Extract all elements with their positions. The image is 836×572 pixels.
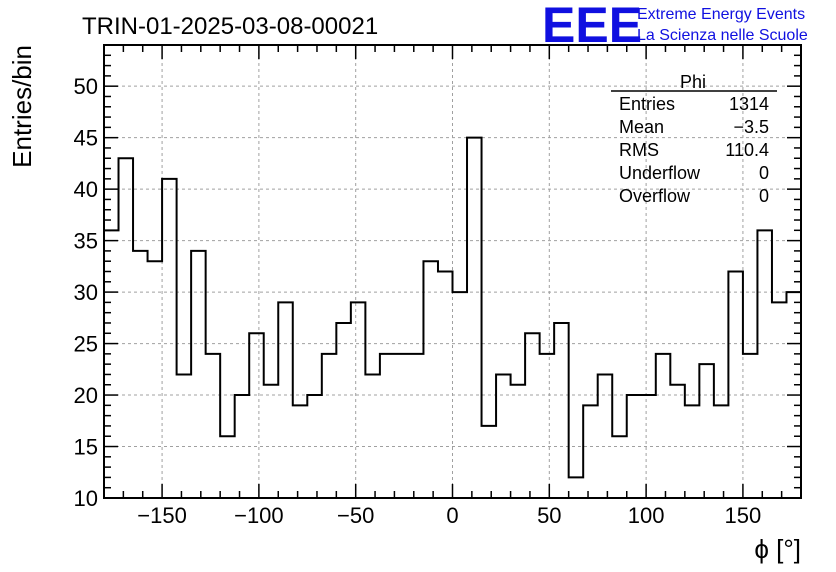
histogram-bin xyxy=(496,374,511,498)
histogram-bin xyxy=(322,354,337,498)
histogram-bin xyxy=(278,302,293,498)
stats-row-value: −3.5 xyxy=(733,117,769,137)
histogram-bin xyxy=(380,354,395,498)
stats-box: Phi Entries 1314 Mean −3.5 RMS 110.4 Underflow… xyxy=(611,72,777,206)
histogram-bin xyxy=(148,261,163,498)
y-tick-label: 25 xyxy=(74,332,98,357)
histogram-bin xyxy=(467,138,482,498)
logo-line-2: La Scienza nelle Scuole xyxy=(637,27,808,44)
y-tick-label: 45 xyxy=(74,126,98,151)
y-tick-labels: 10 15 20 25 30 35 40 45 50 xyxy=(74,74,98,511)
histogram-bin xyxy=(206,354,221,498)
logo-line-1: Extreme Energy Events xyxy=(637,6,805,23)
histogram-bin xyxy=(220,436,235,498)
histogram-bin xyxy=(177,374,192,498)
histogram-bin xyxy=(743,354,758,498)
histogram-bin xyxy=(714,405,729,498)
histogram-bin xyxy=(699,364,714,498)
histogram-bin xyxy=(307,395,322,498)
histogram-bin xyxy=(191,251,206,498)
y-tick-label: 20 xyxy=(74,383,98,408)
y-axis-label: Entries/bin xyxy=(7,45,37,168)
histogram-bin xyxy=(351,302,366,498)
x-tick-label: −100 xyxy=(234,503,284,528)
histogram-bin xyxy=(365,374,380,498)
histogram-bin xyxy=(264,385,279,498)
stats-row-value: 110.4 xyxy=(725,140,769,160)
x-tick-label: 150 xyxy=(725,503,762,528)
histogram-bin xyxy=(641,395,656,498)
histogram-bin xyxy=(249,333,264,498)
eee-logo: EEE Extreme Energy Events La Scienza nel… xyxy=(542,0,808,53)
stats-rows: Entries 1314 Mean −3.5 RMS 110.4 Underflow 0 Ove… xyxy=(619,94,769,206)
histogram-bin xyxy=(757,230,772,498)
histogram-bin xyxy=(453,292,468,498)
histogram-bin xyxy=(133,251,148,498)
histogram-bin xyxy=(293,405,308,498)
axis-ticks xyxy=(103,44,802,499)
x-tick-label: −150 xyxy=(137,503,187,528)
stats-row-label: Entries xyxy=(619,94,675,114)
stats-name: Phi xyxy=(680,72,706,92)
stats-row-label: Mean xyxy=(619,117,664,137)
histogram-bin xyxy=(482,426,497,498)
x-axis-label: ϕ [°] xyxy=(754,534,801,564)
stats-row-value: 0 xyxy=(759,186,769,206)
stats-row-value: 1314 xyxy=(729,94,769,114)
y-tick-label: 10 xyxy=(74,486,98,511)
histogram-bin xyxy=(423,261,438,498)
histogram-bin xyxy=(119,158,134,498)
histogram-bin xyxy=(540,354,555,498)
histogram-bin xyxy=(525,333,540,498)
x-tick-label: 100 xyxy=(628,503,665,528)
x-tick-label: −50 xyxy=(337,503,374,528)
y-tick-label: 30 xyxy=(74,280,98,305)
x-tick-labels: −150 −100 −50 0 50 100 150 xyxy=(137,503,761,528)
histogram-bin xyxy=(670,385,685,498)
histogram-bin xyxy=(235,395,250,498)
y-tick-label: 15 xyxy=(74,435,98,460)
y-tick-label: 35 xyxy=(74,229,98,254)
histogram-bin xyxy=(583,405,598,498)
histogram-bin xyxy=(511,385,526,498)
histogram-bin xyxy=(728,272,743,499)
histogram-bin xyxy=(409,354,424,498)
histogram-bin xyxy=(772,302,787,498)
histogram-bin xyxy=(554,323,569,498)
stats-row-label: Overflow xyxy=(619,186,691,206)
chart-title: TRIN-01-2025-03-08-00021 xyxy=(82,13,378,40)
histogram-bin xyxy=(685,405,700,498)
x-tick-label: 0 xyxy=(446,503,458,528)
histogram-bin xyxy=(569,477,584,498)
histogram-bin xyxy=(656,354,671,498)
histogram-outline xyxy=(104,136,802,479)
histogram-bin xyxy=(438,272,453,499)
histogram-bin xyxy=(162,179,177,498)
histogram-bin xyxy=(598,374,613,498)
histogram-bin xyxy=(612,436,627,498)
y-tick-label: 50 xyxy=(74,74,98,99)
stats-row-label: Underflow xyxy=(619,163,701,183)
x-tick-label: 50 xyxy=(537,503,561,528)
stats-row-value: 0 xyxy=(759,163,769,183)
y-tick-label: 40 xyxy=(74,177,98,202)
histogram-bin xyxy=(394,354,409,498)
histogram-bin xyxy=(336,323,351,498)
histogram-bin xyxy=(627,395,642,498)
stats-row-label: RMS xyxy=(619,140,659,160)
